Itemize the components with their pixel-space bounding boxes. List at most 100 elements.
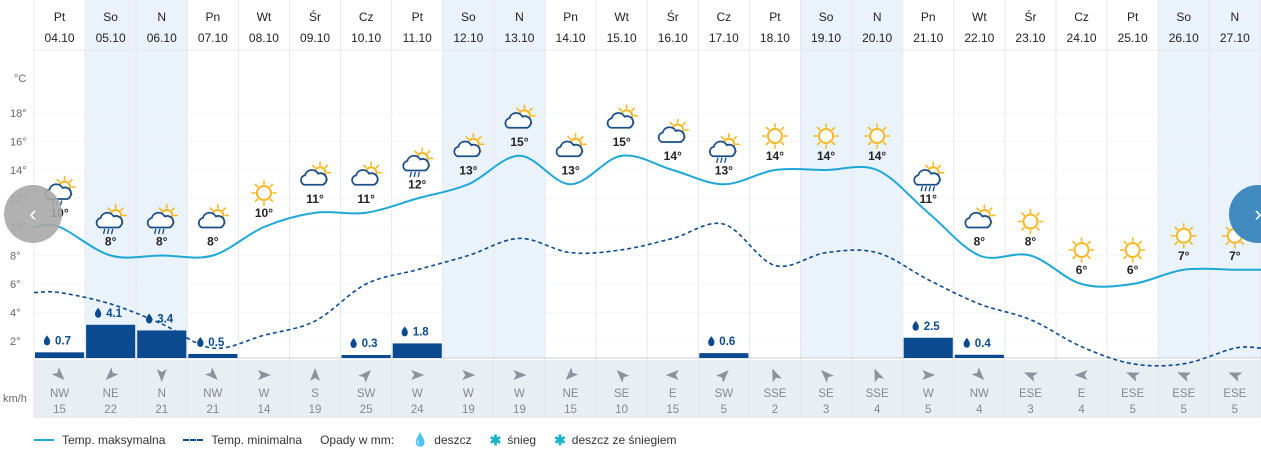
sun-cloud-icon	[964, 204, 996, 229]
sun-ray	[1225, 226, 1230, 231]
day-of-week: Wt	[972, 10, 987, 24]
weekend-band	[1209, 0, 1261, 358]
precip-label-group: 0.6	[708, 336, 735, 348]
sun-ray	[765, 141, 770, 146]
rain-streak	[928, 186, 931, 192]
cloud-shape	[657, 126, 686, 143]
wind-arrow-icon	[310, 368, 321, 381]
wind-arrow-shape	[1126, 372, 1141, 382]
wind-cell	[1158, 360, 1210, 418]
wind-direction: S	[311, 388, 319, 400]
sun-ray	[269, 183, 274, 188]
rain-streak	[409, 171, 412, 178]
wind-cell	[136, 360, 188, 418]
precip-label-group: 2.5	[912, 320, 940, 333]
weekend-band	[85, 0, 137, 358]
legend-precip-title-label: Opady w mm:	[320, 433, 395, 447]
sun-ray	[375, 164, 380, 169]
sun-disc	[255, 185, 272, 201]
max-temp-value: 11°	[357, 192, 375, 206]
sun-ray	[222, 207, 227, 211]
sun-cloud-icon	[606, 104, 638, 129]
y-tick-label: 2°	[10, 336, 21, 348]
wind-arrow-shape	[310, 368, 321, 381]
precip-bar	[954, 354, 1004, 358]
wind-arrow-icon	[105, 367, 119, 380]
wind-direction: W	[412, 388, 423, 400]
max-temp-value: 11°	[306, 192, 324, 206]
precip-bar	[188, 353, 238, 358]
rain-streak	[932, 186, 935, 192]
sun-ray	[1174, 241, 1179, 246]
wind-direction: W	[463, 388, 474, 400]
wind-speed: 4	[874, 404, 881, 416]
weekend-band	[800, 0, 852, 358]
cloud-shape	[146, 211, 175, 229]
wind-speed: 21	[155, 404, 168, 416]
precip-value: 1.8	[413, 326, 430, 338]
raindrop-icon	[401, 326, 408, 337]
sun-ray	[580, 136, 584, 140]
sun-ray	[1036, 227, 1040, 231]
max-temp-value: 6°	[1127, 263, 1139, 277]
wind-speed: 5	[721, 404, 727, 416]
precip-value: 3.4	[157, 313, 174, 325]
legend-rain-label: deszcz	[434, 433, 472, 447]
precip-label-group: 0.7	[43, 335, 71, 347]
wind-arrow-shape	[1023, 372, 1038, 382]
sun-cloud-icon	[300, 161, 332, 186]
precip-value: 0.3	[362, 338, 378, 350]
day-of-week: Pn	[921, 10, 936, 24]
wind-arrow-shape	[513, 370, 527, 380]
day-date: 13.10	[504, 31, 534, 45]
cloud-shape	[351, 169, 379, 186]
day-of-week: Pn	[206, 10, 221, 24]
legend-sleet: ✱ deszcz ze śniegiem	[554, 432, 676, 449]
wind-arrow-shape	[156, 369, 167, 382]
day-of-week: N	[515, 10, 524, 24]
max-temp-value: 14°	[868, 149, 886, 163]
day-date: 26.10	[1169, 31, 1199, 45]
sun-ray	[867, 126, 872, 131]
precip-bar	[903, 337, 953, 358]
cloud-shape	[504, 112, 532, 129]
max-temp-value: 10°	[255, 206, 273, 220]
sun-ray	[831, 141, 836, 146]
wind-cell	[1004, 360, 1056, 418]
precip-bar	[137, 330, 187, 358]
cloud-shape	[402, 154, 430, 172]
chevron-left-icon: ‹	[29, 201, 37, 226]
sun-ray	[158, 207, 163, 211]
sun-cloud-rain-icon	[44, 175, 76, 206]
max-temp-value: 14°	[817, 149, 835, 163]
wind-arrow-icon	[1023, 372, 1038, 382]
precip-label-group: 1.8	[401, 326, 430, 338]
wind-arrow-icon	[1126, 372, 1141, 382]
day-of-week: Cz	[717, 10, 732, 24]
day-date: 06.10	[147, 31, 177, 45]
rain-streak	[720, 157, 723, 163]
sun-icon	[813, 123, 839, 149]
wind-arrow-shape	[922, 370, 936, 380]
wind-arrow-icon	[1177, 372, 1192, 382]
sun-ray	[669, 121, 674, 126]
legend-max-label: Temp. maksymalna	[62, 433, 166, 447]
sun-disc	[818, 128, 835, 144]
sun-ray	[426, 150, 431, 154]
sun-disc	[869, 128, 886, 144]
wind-cell	[902, 360, 954, 418]
wind-direction: ESE	[1019, 388, 1042, 400]
wind-arrow-shape	[565, 367, 579, 380]
wind-arrow-icon	[971, 367, 985, 380]
wind-speed: 4	[1078, 404, 1085, 416]
sun-ray	[1087, 255, 1091, 260]
prev-button[interactable]: ‹	[4, 185, 62, 243]
rain-streak	[106, 228, 110, 235]
sun-cloud-icon	[453, 132, 485, 158]
cloud-shape	[197, 211, 226, 229]
y-tick-label: 18°	[10, 108, 27, 120]
wind-arrow-shape	[874, 368, 885, 383]
legend-max: Temp. maksymalna	[34, 433, 165, 447]
day-date: 07.10	[198, 31, 228, 45]
